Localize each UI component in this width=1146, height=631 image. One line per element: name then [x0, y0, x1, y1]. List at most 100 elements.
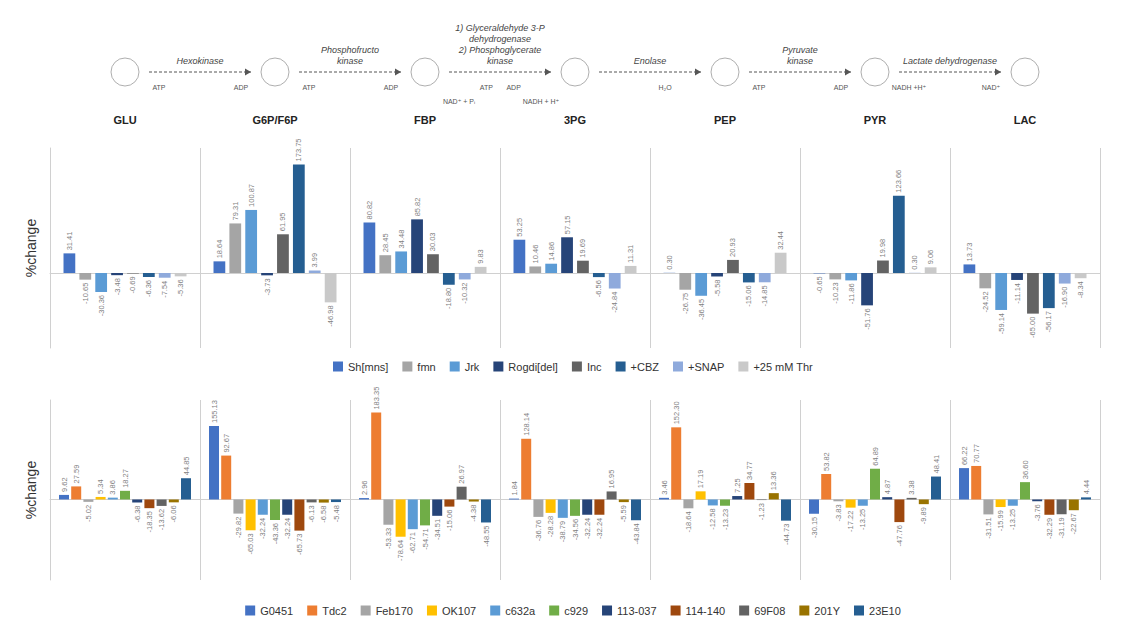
svg-text:4.44: 4.44	[1082, 480, 1091, 495]
svg-text:ADP: ADP	[834, 84, 849, 91]
svg-text:34.48: 34.48	[397, 230, 406, 249]
svg-text:17.19: 17.19	[696, 470, 705, 489]
svg-text:-11.14: -11.14	[1013, 283, 1022, 304]
svg-text:-6.56: -6.56	[594, 280, 603, 297]
svg-text:-30.15: -30.15	[810, 517, 819, 538]
svg-text:-11.86: -11.86	[847, 283, 856, 304]
svg-text:-48.55: -48.55	[482, 525, 491, 546]
svg-text:-30.36: -30.36	[97, 295, 106, 316]
svg-text:-32.24: -32.24	[258, 518, 267, 539]
svg-text:ATP: ATP	[480, 84, 493, 91]
svg-text:-5.48: -5.48	[332, 505, 341, 522]
svg-text:-3.48: -3.48	[113, 278, 122, 295]
svg-text:32.44: 32.44	[776, 231, 785, 250]
svg-text:3.99: 3.99	[310, 253, 319, 268]
svg-text:NADH +H⁺: NADH +H⁺	[892, 84, 927, 91]
svg-text:-32.24: -32.24	[595, 518, 604, 539]
svg-text:36.60: 36.60	[1021, 460, 1030, 479]
svg-text:57.15: 57.15	[563, 216, 572, 235]
svg-text:28.45: 28.45	[381, 233, 390, 252]
svg-text:9.83: 9.83	[476, 249, 485, 264]
svg-text:18.27: 18.27	[121, 469, 130, 488]
svg-text:-32.24: -32.24	[583, 518, 592, 539]
svg-text:-15.99: -15.99	[996, 510, 1005, 531]
svg-text:113-037: 113-037	[617, 605, 657, 617]
svg-text:-38.79: -38.79	[558, 521, 567, 542]
svg-text:-3.83: -3.83	[834, 504, 843, 521]
svg-text:16.95: 16.95	[607, 470, 616, 489]
svg-text:13.73: 13.73	[965, 243, 974, 262]
svg-text:-24.84: -24.84	[610, 292, 619, 313]
svg-text:4.87: 4.87	[883, 480, 892, 495]
svg-text:kinase: kinase	[337, 56, 363, 66]
svg-text:-36.76: -36.76	[534, 520, 543, 541]
svg-text:48.41: 48.41	[932, 455, 941, 474]
svg-text:fmn: fmn	[417, 361, 435, 373]
svg-text:-24.52: -24.52	[981, 291, 990, 312]
svg-text:-3.76: -3.76	[1033, 504, 1042, 521]
svg-text:31.41: 31.41	[65, 232, 74, 251]
svg-text:20.93: 20.93	[728, 238, 737, 257]
svg-text:-43.84: -43.84	[632, 523, 641, 544]
svg-text:80.82: 80.82	[365, 201, 374, 220]
svg-text:1.84: 1.84	[510, 481, 519, 496]
svg-text:183.35: 183.35	[372, 387, 381, 410]
svg-text:NAD⁺: NAD⁺	[982, 84, 1001, 91]
svg-text:-15.06: -15.06	[445, 510, 454, 531]
svg-text:Sh[mns]: Sh[mns]	[348, 361, 388, 373]
svg-text:3PG: 3PG	[564, 114, 586, 126]
svg-text:-1.23: -1.23	[757, 503, 766, 520]
svg-text:69F08: 69F08	[754, 605, 785, 617]
svg-text:173.75: 173.75	[294, 138, 303, 161]
svg-text:Rogdi[del]: Rogdi[del]	[508, 361, 558, 373]
svg-text:Tdc2: Tdc2	[322, 605, 346, 617]
svg-text:-51.76: -51.76	[863, 308, 872, 329]
svg-text:-34.51: -34.51	[433, 519, 442, 540]
svg-text:-13.23: -13.23	[721, 509, 730, 530]
svg-text:Pyruvate: Pyruvate	[782, 45, 818, 55]
svg-text:+25 mM Thr: +25 mM Thr	[753, 361, 813, 373]
svg-text:-32.24: -32.24	[283, 518, 292, 539]
svg-text:-6.36: -6.36	[144, 280, 153, 297]
svg-text:-14.85: -14.85	[760, 285, 769, 306]
svg-text:c929: c929	[564, 605, 588, 617]
svg-text:-5.02: -5.02	[84, 505, 93, 522]
svg-text:NAD⁺ + Pᵢ: NAD⁺ + Pᵢ	[443, 98, 475, 105]
svg-text:dehydrogenase: dehydrogenase	[469, 34, 531, 44]
svg-text:Jrk: Jrk	[465, 361, 480, 373]
svg-text:Inc: Inc	[587, 361, 602, 373]
svg-text:-34.56: -34.56	[571, 519, 580, 540]
svg-text:-18.80: -18.80	[444, 288, 453, 309]
svg-text:155.13: 155.13	[210, 400, 219, 423]
svg-text:LAC: LAC	[1014, 114, 1037, 126]
svg-text:9.62: 9.62	[60, 477, 69, 492]
svg-text:53.25: 53.25	[515, 218, 524, 237]
svg-text:Phosphofructo: Phosphofructo	[321, 45, 379, 55]
svg-text:27.59: 27.59	[72, 465, 81, 484]
svg-text:-7.54: -7.54	[160, 281, 169, 298]
svg-text:-17.22: -17.22	[846, 511, 855, 532]
svg-text:-65.00: -65.00	[1028, 317, 1037, 338]
svg-text:ADP: ADP	[234, 84, 249, 91]
svg-text:85.82: 85.82	[413, 198, 422, 217]
svg-text:2.96: 2.96	[360, 480, 369, 495]
svg-text:-5.36: -5.36	[176, 279, 185, 296]
svg-text:G6P/F6P: G6P/F6P	[252, 114, 297, 126]
svg-text:201Y: 201Y	[814, 605, 840, 617]
svg-text:-13.25: -13.25	[858, 509, 867, 530]
svg-text:-13.25: -13.25	[1008, 509, 1017, 530]
svg-text:-8.34: -8.34	[1076, 281, 1085, 298]
svg-text:-18.64: -18.64	[684, 511, 693, 532]
svg-text:-13.62: -13.62	[157, 509, 166, 530]
svg-text:-56.17: -56.17	[1044, 311, 1053, 332]
svg-text:-78.64: -78.64	[396, 540, 405, 561]
svg-text:-10.23: -10.23	[831, 282, 840, 303]
svg-text:-15.06: -15.06	[744, 285, 753, 306]
svg-text:10.46: 10.46	[531, 245, 540, 264]
svg-text:18.64: 18.64	[215, 240, 224, 259]
svg-text:-6.58: -6.58	[319, 506, 328, 523]
svg-text:PYR: PYR	[864, 114, 887, 126]
svg-text:-54.71: -54.71	[421, 528, 430, 549]
svg-text:-5.59: -5.59	[619, 505, 628, 522]
svg-text:-0.69: -0.69	[128, 276, 137, 293]
